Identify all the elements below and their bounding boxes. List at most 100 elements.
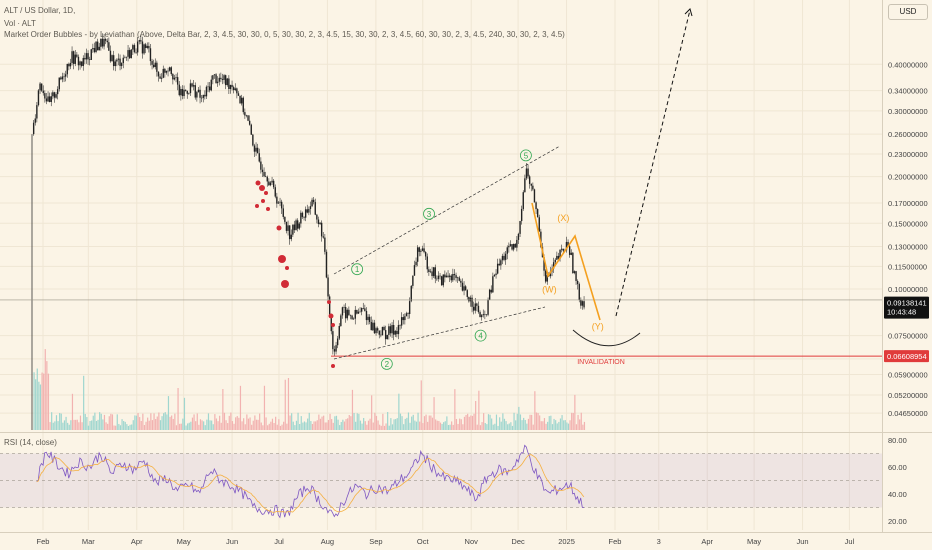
volume-bar: [54, 421, 56, 430]
candle-body: [436, 278, 438, 280]
volume-bar: [35, 379, 37, 430]
candle: [303, 216, 305, 221]
volume-bar: [462, 424, 464, 430]
candle: [381, 326, 384, 336]
candle: [343, 304, 345, 313]
candle: [117, 53, 120, 66]
candle-body: [461, 282, 464, 291]
candle-body: [375, 328, 377, 334]
volume-bar: [191, 417, 194, 430]
candle-body: [346, 309, 348, 319]
candle-body: [524, 178, 526, 193]
rsi-legend[interactable]: RSI (14, close): [4, 438, 57, 447]
candle: [533, 188, 536, 203]
candle-body: [55, 94, 57, 98]
candle: [493, 273, 496, 277]
candle: [392, 319, 395, 341]
candle: [218, 73, 220, 86]
volume-bar: [439, 422, 442, 430]
candle: [328, 294, 331, 318]
volume-bar: [38, 381, 40, 430]
candle: [120, 62, 123, 70]
candle: [244, 108, 246, 119]
candle-body: [221, 79, 224, 80]
candle-body: [421, 248, 424, 251]
candle-body: [578, 284, 580, 300]
candle: [354, 305, 356, 325]
volume-bar: [148, 420, 150, 430]
volume-bar: [355, 421, 357, 430]
volume-bar: [471, 415, 474, 430]
candle: [463, 281, 465, 296]
candle-body: [325, 251, 328, 278]
candle: [496, 258, 499, 275]
candle-body: [248, 120, 251, 125]
candle-body: [426, 256, 428, 270]
candle-body: [42, 90, 44, 94]
candle-body: [215, 74, 217, 84]
candle: [284, 216, 286, 225]
indicator-legend[interactable]: Market Order Bubbles - by Leviathan (Abo…: [4, 30, 565, 39]
candle: [183, 85, 185, 99]
volume-bar: [201, 420, 203, 430]
candle-body: [356, 309, 358, 314]
candle-body: [109, 50, 112, 62]
candle-body: [138, 40, 140, 42]
candle: [316, 213, 318, 224]
candle-body: [100, 38, 102, 47]
time-tick: Jun: [226, 537, 238, 546]
candle: [216, 76, 219, 87]
candle-body: [229, 84, 232, 89]
volume-bar: [321, 416, 323, 430]
candle-body: [272, 180, 275, 188]
candle: [176, 72, 179, 91]
volume-bar: [531, 414, 533, 430]
volume-bar: [214, 414, 216, 430]
volume-bar: [367, 420, 370, 430]
volume-bar: [276, 424, 278, 430]
volume-bar: [78, 422, 80, 430]
volume-bar: [57, 421, 59, 430]
order-bubble: [276, 225, 282, 231]
candle-body: [522, 192, 524, 209]
volume-bar: [263, 385, 266, 430]
candle-body: [287, 225, 289, 231]
volume-bar: [302, 422, 304, 430]
corrective-path: [531, 202, 601, 321]
candle: [517, 232, 520, 244]
candle-body: [536, 209, 539, 218]
candle-body: [226, 78, 228, 86]
volume-bar: [97, 419, 99, 430]
candle-body: [320, 222, 323, 237]
candle: [348, 306, 350, 317]
candle-body: [111, 55, 113, 62]
candle: [322, 231, 324, 239]
candle-body: [244, 112, 246, 116]
volume-bar: [473, 413, 475, 430]
candle: [421, 245, 424, 252]
candle: [556, 251, 558, 260]
candle-body: [408, 301, 411, 314]
candle: [282, 204, 284, 220]
candle: [34, 114, 36, 126]
candle-body: [495, 273, 497, 275]
candle-body: [543, 257, 545, 271]
volume-bar: [305, 422, 307, 430]
candle-body: [352, 318, 355, 320]
candle: [258, 148, 260, 163]
candle-body: [428, 269, 430, 272]
volume-bar: [33, 372, 35, 430]
candle: [191, 82, 193, 88]
time-tick: 2025: [558, 537, 575, 546]
candle: [524, 174, 526, 193]
currency-button[interactable]: USD: [888, 4, 928, 20]
volume-bar: [412, 414, 414, 430]
volume-legend[interactable]: Vol · ALT: [4, 19, 36, 28]
candle-body: [415, 261, 417, 266]
candle-body: [236, 88, 238, 94]
symbol-title[interactable]: ALT / US Dollar, 1D,: [4, 6, 76, 15]
volume-bar: [287, 378, 290, 430]
volume-bar: [223, 412, 226, 430]
candle-body: [162, 68, 164, 78]
